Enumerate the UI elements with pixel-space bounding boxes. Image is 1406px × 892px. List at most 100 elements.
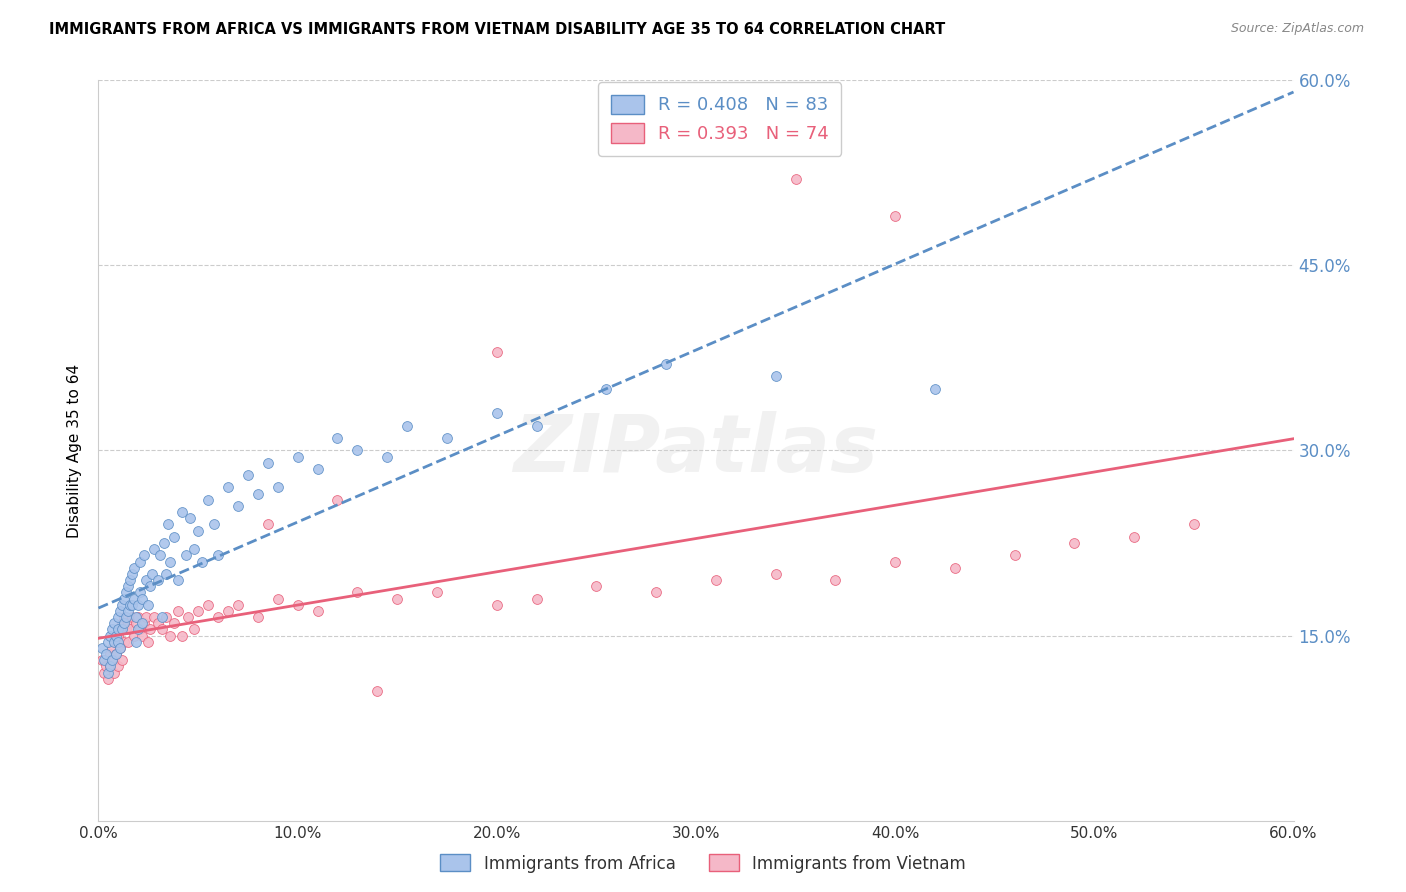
Point: [187, 604, 209, 618]
Point: [167, 604, 190, 618]
Point: [217, 604, 239, 618]
Point: [97, 672, 120, 686]
Point: [107, 610, 129, 624]
Point: [135, 610, 157, 624]
Point: [172, 505, 194, 519]
Point: [884, 555, 907, 569]
Point: [112, 610, 135, 624]
Point: [121, 610, 143, 624]
Point: [155, 566, 177, 581]
Point: [526, 418, 548, 433]
Point: [107, 659, 129, 673]
Point: [117, 634, 139, 648]
Point: [159, 555, 181, 569]
Point: [124, 628, 146, 642]
Point: [326, 431, 349, 445]
Point: [943, 560, 966, 574]
Point: [149, 549, 172, 563]
Point: [129, 585, 152, 599]
Point: [143, 610, 166, 624]
Point: [120, 598, 142, 612]
Point: [103, 616, 125, 631]
Point: [115, 623, 138, 637]
Point: [127, 610, 149, 624]
Point: [103, 665, 125, 680]
Text: IMMIGRANTS FROM AFRICA VS IMMIGRANTS FROM VIETNAM DISABILITY AGE 35 TO 64 CORREL: IMMIGRANTS FROM AFRICA VS IMMIGRANTS FRO…: [49, 22, 945, 37]
Point: [125, 610, 148, 624]
Point: [117, 616, 139, 631]
Point: [111, 616, 134, 631]
Point: [159, 628, 181, 642]
Point: [98, 647, 122, 661]
Point: [101, 640, 124, 655]
Point: [645, 585, 668, 599]
Point: [256, 456, 278, 470]
Point: [765, 369, 787, 384]
Point: [785, 172, 807, 186]
Point: [150, 610, 173, 624]
Point: [112, 616, 135, 631]
Point: [1123, 530, 1146, 544]
Point: [167, 573, 190, 587]
Point: [287, 450, 309, 464]
Text: ZIPatlas: ZIPatlas: [513, 411, 879, 490]
Point: [107, 634, 129, 648]
Legend: Immigrants from Africa, Immigrants from Vietnam: Immigrants from Africa, Immigrants from …: [433, 847, 973, 880]
Point: [704, 573, 727, 587]
Point: [177, 610, 200, 624]
Point: [103, 634, 125, 648]
Point: [396, 418, 419, 433]
Point: [485, 598, 508, 612]
Point: [110, 640, 132, 655]
Point: [110, 623, 132, 637]
Point: [96, 659, 118, 673]
Point: [103, 653, 125, 667]
Point: [129, 555, 152, 569]
Point: [131, 616, 153, 631]
Legend: R = 0.408   N = 83, R = 0.393   N = 74: R = 0.408 N = 83, R = 0.393 N = 74: [599, 82, 841, 156]
Point: [163, 530, 186, 544]
Point: [217, 480, 239, 494]
Point: [98, 659, 122, 673]
Point: [326, 492, 349, 507]
Point: [143, 542, 166, 557]
Point: [585, 579, 607, 593]
Point: [112, 591, 135, 606]
Point: [226, 499, 249, 513]
Point: [150, 623, 173, 637]
Point: [765, 566, 787, 581]
Point: [526, 591, 548, 606]
Point: [375, 450, 398, 464]
Point: [307, 604, 329, 618]
Point: [105, 628, 128, 642]
Point: [97, 665, 120, 680]
Point: [134, 549, 156, 563]
Point: [884, 209, 907, 223]
Point: [148, 573, 170, 587]
Point: [346, 585, 368, 599]
Point: [385, 591, 409, 606]
Point: [139, 579, 162, 593]
Point: [107, 628, 129, 642]
Point: [207, 610, 229, 624]
Point: [1182, 517, 1205, 532]
Point: [207, 549, 229, 563]
Point: [98, 628, 122, 642]
Point: [139, 623, 162, 637]
Point: [111, 598, 134, 612]
Point: [129, 623, 152, 637]
Point: [101, 653, 124, 667]
Point: [105, 647, 128, 661]
Point: [485, 407, 508, 421]
Point: [121, 566, 143, 581]
Point: [174, 549, 197, 563]
Point: [93, 665, 115, 680]
Point: [101, 623, 124, 637]
Point: [136, 598, 159, 612]
Point: [595, 382, 617, 396]
Point: [187, 524, 209, 538]
Point: [125, 634, 148, 648]
Point: [1004, 549, 1026, 563]
Point: [117, 579, 139, 593]
Point: [366, 684, 388, 698]
